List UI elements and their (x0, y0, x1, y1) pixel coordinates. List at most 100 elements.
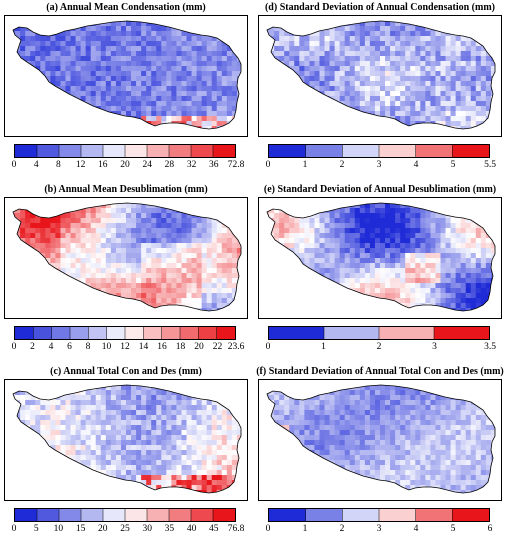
colorbar-segment (59, 145, 82, 157)
colorbar-tick-label: 5 (450, 160, 456, 170)
colorbar-segment (342, 145, 380, 157)
panel-f: (f) Standard Deviation of Annual Total C… (256, 366, 504, 546)
colorbar-tick-label: 35 (164, 524, 175, 534)
colorbar-segment (169, 145, 192, 157)
map-frame (258, 197, 502, 319)
tibetan-plateau-map (266, 384, 496, 494)
colorbar-tick-label: 6 (487, 524, 493, 534)
colorbar-segment (15, 509, 38, 521)
colorbar-tick-label: 12 (120, 342, 130, 352)
colorbar-tick-label: 2 (339, 160, 345, 170)
tibetan-plateau-map (12, 20, 242, 130)
colorbar-segment (452, 145, 489, 157)
colorbar-tick-label: 0 (11, 342, 17, 352)
colorbar (268, 508, 490, 522)
colorbar-tick-label: 15 (75, 524, 86, 534)
colorbar-segment (15, 145, 38, 157)
colorbar-segment (216, 327, 235, 339)
colorbar-tick-label: 0 (265, 342, 271, 352)
colorbar-segment (51, 327, 71, 339)
colorbar-tick-label: 8 (85, 342, 91, 352)
colorbar-segment (15, 327, 34, 339)
colorbar-tick-label: 30 (142, 524, 152, 534)
colorbar-segment (103, 509, 126, 521)
colorbar-tick-label: 10 (53, 524, 64, 534)
colorbar-tick-label: 4 (33, 160, 39, 170)
colorbar-segment (198, 327, 217, 339)
colorbar-tick-label: 76.8 (227, 524, 245, 534)
colorbar-ticks: 0 1 2 3 3.5 (265, 342, 496, 354)
colorbar-tick-label: 45 (209, 524, 219, 534)
colorbar-segment (379, 145, 416, 157)
field-raster (267, 385, 495, 493)
field-raster (13, 385, 241, 493)
colorbar-segment (342, 509, 380, 521)
colorbar-segment (415, 145, 453, 157)
colorbar-tick-label: 25 (120, 524, 130, 534)
panel-e: (e) Standard Deviation of Annual Desubli… (256, 184, 504, 364)
colorbar-segment (70, 327, 89, 339)
colorbar-segment (269, 509, 306, 521)
colorbar-tick-label: 1 (321, 342, 326, 352)
colorbar-tick-label: 12 (75, 160, 86, 170)
field-raster (13, 203, 241, 311)
colorbar-ticks: 0 5 10 15 20 25 30 35 40 45 76.8 (11, 524, 245, 536)
colorbar-segment (379, 509, 416, 521)
colorbar-tick-label: 8 (56, 160, 61, 170)
colorbar-tick-label: 4 (413, 160, 419, 170)
colorbar-segment (143, 327, 162, 339)
panel-title: (b) Annual Mean Desublimation (mm) (44, 184, 208, 195)
colorbar-tick-label: 2 (339, 524, 345, 534)
panel-title: (c) Annual Total Con and Des (mm) (50, 366, 202, 377)
map-frame (258, 379, 502, 501)
colorbar-tick-label: 16 (98, 160, 108, 170)
colorbar (268, 326, 490, 340)
colorbar-segment (81, 509, 104, 521)
panel-c: (c) Annual Total Con and Des (mm) 0 5 10 15… (2, 366, 250, 546)
colorbar-ticks: 0 2 4 6 8 10 12 14 16 18 20 22 23.6 (11, 342, 245, 354)
colorbar-tick-label: 22 (212, 342, 223, 352)
colorbar-segment (269, 145, 306, 157)
colorbar-tick-label: 5.5 (484, 160, 496, 170)
colorbar-tick-label: 0 (11, 524, 17, 534)
colorbar-segment (106, 327, 126, 339)
panel-d: (d) Standard Deviation of Annual Condens… (256, 2, 504, 182)
colorbar-segment (452, 509, 489, 521)
plateau-boundary (266, 384, 496, 494)
plateau-boundary (266, 20, 496, 130)
colorbar-tick-label: 0 (265, 524, 271, 534)
colorbar-segment (213, 509, 235, 521)
colorbar-segment (37, 145, 60, 157)
colorbar-ticks: 0 1 2 3 4 5 5.5 (266, 160, 496, 172)
colorbar-tick-label: 72.8 (227, 160, 245, 170)
colorbar-tick-label: 20 (120, 160, 130, 170)
plateau-boundary (266, 202, 496, 312)
colorbar-segment (305, 509, 343, 521)
panel-title: (f) Standard Deviation of Annual Total C… (256, 366, 504, 377)
colorbar-segment (161, 327, 181, 339)
colorbar-tick-label: 20 (194, 342, 204, 352)
colorbar-tick-label: 2 (30, 342, 35, 352)
colorbar-segment (88, 327, 107, 339)
colorbar-tick-label: 6 (67, 342, 72, 352)
map-frame (4, 379, 248, 501)
colorbar-tick-label: 20 (98, 524, 108, 534)
colorbar-segment (434, 327, 489, 339)
colorbar-segment (324, 327, 380, 339)
colorbar-segment (305, 145, 343, 157)
colorbar-segment (147, 509, 170, 521)
colorbar-tick-label: 10 (101, 342, 112, 352)
panel-a: (a) Annual Mean Condensation (mm) 0 4 8 12 1… (2, 2, 250, 182)
colorbar-segment (180, 327, 199, 339)
colorbar-segment (125, 509, 148, 521)
colorbar-segment (125, 145, 148, 157)
colorbar-segment (415, 509, 453, 521)
map-frame (4, 15, 248, 137)
colorbar-tick-label: 14 (138, 342, 149, 352)
tibetan-plateau-map (266, 20, 496, 130)
colorbar-ticks: 0 1 2 3 4 5 6 (265, 524, 493, 536)
colorbar-tick-label: 3 (432, 342, 437, 352)
tibetan-plateau-map (12, 202, 242, 312)
colorbar (268, 144, 490, 158)
panel-b: (b) Annual Mean Desublimation (mm) 0 2 4 6 8… (2, 184, 250, 364)
